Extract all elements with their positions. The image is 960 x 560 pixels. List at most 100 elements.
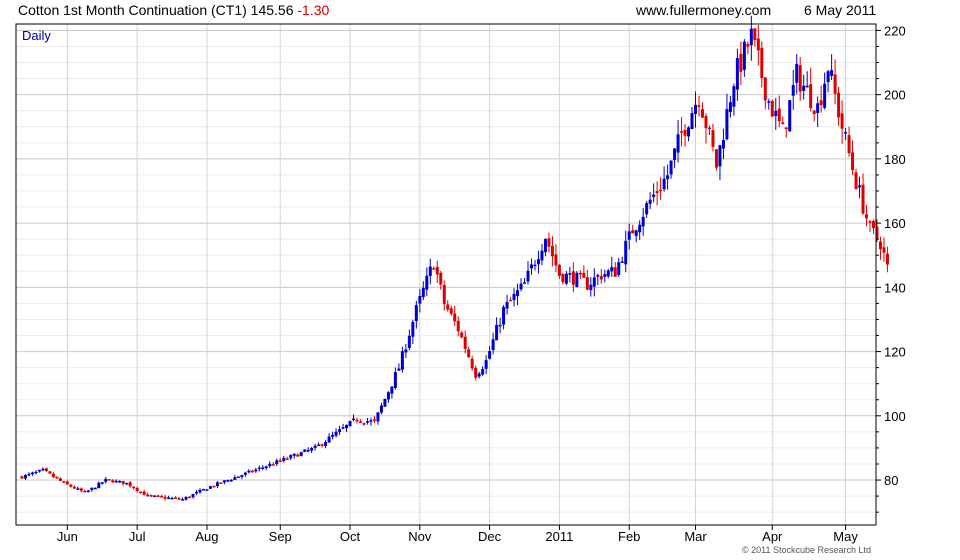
candle-body	[742, 41, 746, 70]
candle-body	[669, 160, 673, 175]
instrument-title: Cotton 1st Month Continuation (CT1) 145.…	[18, 2, 294, 18]
candle-body	[208, 486, 212, 489]
candle-body	[229, 479, 233, 482]
grid-lines	[16, 24, 876, 525]
chart-header: Cotton 1st Month Continuation (CT1) 145.…	[0, 0, 960, 22]
candle	[243, 471, 247, 477]
candle-body	[79, 488, 83, 491]
candle	[575, 271, 579, 288]
candle-body	[359, 421, 363, 423]
candle	[809, 67, 813, 112]
candle	[23, 474, 27, 481]
candle	[830, 54, 834, 81]
candle	[645, 200, 649, 218]
candle-body	[93, 487, 97, 490]
candle-body	[571, 271, 575, 285]
candle-body	[770, 101, 774, 117]
candle-body	[226, 480, 230, 482]
candle	[564, 270, 568, 286]
candle	[317, 442, 321, 446]
candle-body	[289, 455, 293, 459]
candle	[735, 48, 739, 101]
candle	[502, 304, 506, 330]
candle-body	[885, 253, 889, 265]
candle-body	[519, 283, 523, 290]
candle-body	[393, 372, 397, 388]
candle-body	[41, 468, 45, 471]
candle	[749, 15, 753, 61]
candle-body	[254, 469, 258, 472]
candle	[58, 477, 62, 482]
candle	[673, 148, 677, 169]
candle-body	[467, 349, 471, 358]
candle	[802, 74, 806, 100]
candle-body	[732, 86, 736, 107]
x-tick-label: Feb	[618, 529, 640, 544]
candle	[48, 470, 52, 475]
candle	[44, 467, 48, 472]
candle	[254, 467, 258, 473]
candle-body	[833, 74, 837, 94]
candle	[355, 417, 359, 424]
candle	[851, 140, 855, 175]
candle-body	[603, 274, 607, 277]
y-tick-label: 200	[884, 88, 906, 103]
candle-body	[763, 77, 767, 101]
candle	[208, 485, 212, 490]
candle	[352, 414, 356, 422]
candle-body	[484, 360, 488, 369]
candle	[540, 243, 544, 266]
candle	[107, 479, 111, 481]
candle	[181, 497, 185, 501]
candle	[219, 482, 223, 484]
candle	[697, 95, 701, 117]
candle	[135, 486, 139, 493]
candle	[467, 346, 471, 359]
candle-body	[446, 304, 450, 310]
candle	[359, 419, 363, 423]
candle-body	[432, 268, 436, 270]
candle	[526, 261, 530, 285]
candle	[613, 262, 617, 277]
candle-body	[69, 484, 73, 487]
candle	[774, 97, 778, 130]
y-tick-label: 100	[884, 409, 906, 424]
candle-body	[645, 203, 649, 215]
candle	[121, 481, 125, 486]
candle	[51, 471, 55, 479]
candle	[596, 273, 600, 286]
candle-body	[826, 71, 830, 83]
candle	[777, 95, 781, 128]
candle-body	[536, 259, 540, 265]
y-tick-label: 120	[884, 345, 906, 360]
candle	[798, 56, 802, 101]
candle-body	[76, 488, 80, 490]
candle-body	[714, 149, 718, 168]
candle	[111, 479, 115, 483]
candle	[474, 365, 478, 381]
candle	[498, 317, 502, 334]
candle-body	[582, 272, 586, 278]
candle-body	[317, 444, 321, 446]
candle	[376, 412, 380, 425]
candle-body	[334, 431, 338, 436]
candle-body	[798, 65, 802, 92]
candle-body	[439, 272, 443, 285]
candle-body	[299, 452, 303, 456]
candle-body	[523, 282, 527, 284]
candle	[718, 144, 722, 181]
candle-body	[844, 132, 848, 134]
candle-body	[414, 305, 418, 322]
candle	[324, 439, 328, 449]
x-tick-label: Aug	[195, 529, 218, 544]
candle-body	[236, 476, 240, 478]
candle	[704, 113, 708, 144]
candle-body	[481, 369, 485, 375]
candle-body	[55, 476, 59, 479]
candle	[582, 265, 586, 278]
candle-body	[163, 496, 167, 499]
candle	[160, 494, 164, 498]
candle-body	[369, 420, 373, 422]
candle	[205, 489, 209, 491]
candle	[299, 451, 303, 457]
